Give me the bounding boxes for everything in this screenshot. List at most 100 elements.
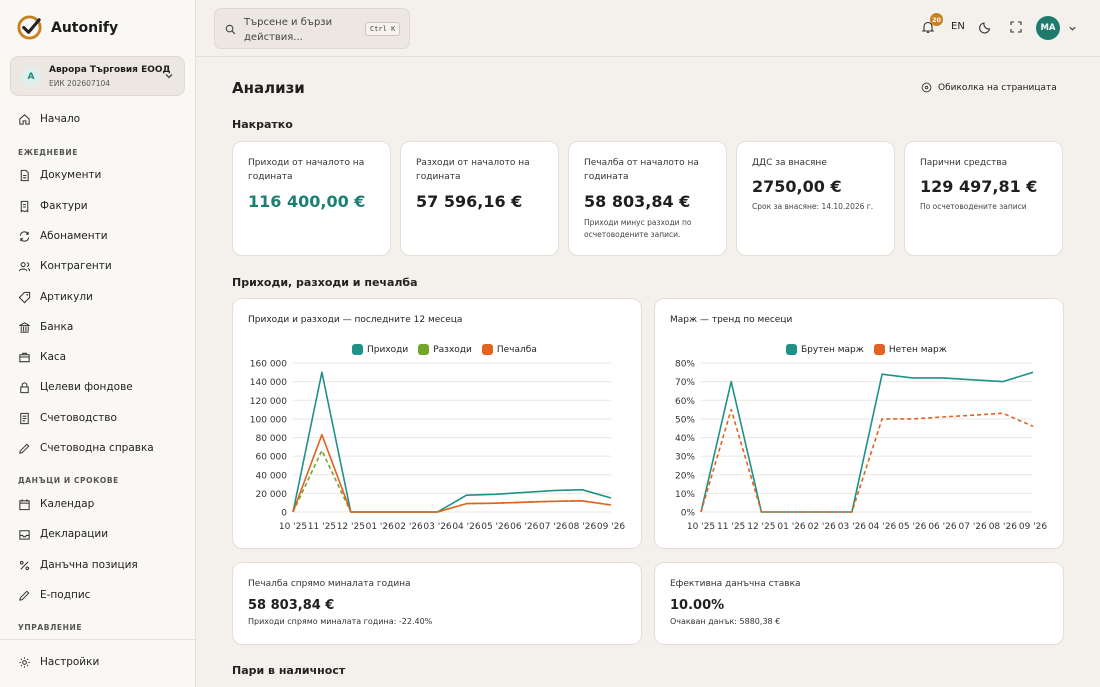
sidebar-item-label: Начало: [40, 113, 81, 125]
inbox-icon: [19, 529, 30, 540]
sidebar-item-label: Фактури: [40, 200, 88, 212]
x-tick-label: 10 '25: [687, 522, 715, 532]
chart-legend: Приходи Разходи Печалба: [352, 344, 537, 355]
y-tick-label: 0: [281, 509, 287, 519]
kpi-card-expenses: Разходи от началото на годината 57 596,1…: [400, 141, 559, 256]
language-toggle[interactable]: EN: [951, 21, 965, 32]
divider: [0, 639, 195, 640]
sidebar-item-funds[interactable]: Целеви фондове: [18, 378, 133, 396]
company-name: Аврора Търговия ЕООД: [49, 65, 171, 75]
card-value: 10.00%: [670, 598, 725, 613]
sidebar-item-label: Абонаменти: [40, 230, 108, 242]
sidebar-item-calendar[interactable]: Календар: [18, 495, 94, 513]
sidebar-item-label: Контрагенти: [40, 260, 112, 272]
sidebar-item-accounting-report[interactable]: Счетоводна справка: [18, 439, 154, 457]
sidebar-item-accounting[interactable]: Счетоводство: [18, 409, 117, 427]
repeat-icon: [19, 230, 30, 242]
users-icon: [18, 261, 31, 271]
x-tick-label: 02 '26: [395, 522, 424, 532]
chart-revenue-expenses: 160 000 140 000 120 000 100 000 80 000 60 000…: [250, 360, 626, 533]
sidebar-item-home[interactable]: Начало: [18, 110, 80, 128]
legend-item-revenue[interactable]: Приходи: [352, 344, 408, 355]
user-avatar[interactable]: МА: [1036, 16, 1060, 40]
moon-icon[interactable]: [979, 20, 993, 34]
x-tick-label: 03 '26: [838, 522, 867, 532]
lock-icon: [20, 381, 29, 393]
y-tick-label: 120 000: [250, 397, 287, 407]
legend-label: Брутен марж: [801, 344, 864, 355]
legend-item-net-margin[interactable]: Нетен марж: [873, 344, 947, 355]
kpi-note: Приходи минус разходи по осчетоводените …: [584, 218, 692, 239]
card-profit-yoy: Печалба спрямо миналата година 58 803,84…: [232, 562, 642, 645]
x-tick-label: 07 '26: [539, 522, 568, 532]
chart-title: Марж — тренд по месеци: [670, 315, 793, 325]
x-tick-label: 08 '26: [568, 522, 597, 532]
app-name: Autonify: [51, 19, 119, 36]
fullscreen-icon[interactable]: [1009, 20, 1023, 34]
invoice-icon: [20, 200, 29, 213]
sidebar-item-documents[interactable]: Документи: [18, 166, 101, 184]
y-tick-label: 40 000: [256, 471, 288, 481]
logo-check-icon: [17, 15, 42, 40]
chart-title: Приходи и разходи — последните 12 месеца: [248, 315, 463, 325]
sidebar-item-cash[interactable]: Каса: [18, 348, 66, 366]
page-tour-button[interactable]: Обиколка на страницата: [921, 82, 1057, 93]
x-tick-label: 02 '26: [808, 522, 837, 532]
sidebar-item-e-signature[interactable]: Е-подпис: [18, 586, 90, 604]
legend-item-gross-margin[interactable]: Брутен марж: [786, 344, 864, 355]
x-tick-label: 04 '26: [868, 522, 897, 532]
app-logo[interactable]: Autonify: [16, 14, 118, 41]
kpi-value: 57 596,16 €: [416, 192, 523, 211]
sidebar-item-articles[interactable]: Артикули: [18, 288, 93, 306]
topbar: Търсене и бързи действия... Ctrl K 20 EN…: [196, 0, 1100, 57]
sidebar-item-bank[interactable]: Банка: [18, 318, 73, 336]
chart-legend: Брутен марж Нетен марж: [786, 344, 947, 355]
home-icon: [19, 113, 30, 125]
y-tick-label: 70%: [675, 378, 695, 388]
company-switcher[interactable]: А Аврора Търговия ЕООД ЕИК 202607104: [10, 56, 185, 96]
pl-section-title: Приходи, разходи и печалба: [232, 276, 418, 289]
chevron-down-icon[interactable]: [1068, 24, 1077, 33]
kpi-value: 2750,00 €: [752, 177, 842, 196]
y-tick-label: 20 000: [256, 490, 288, 500]
x-tick-label: 01 '26: [777, 522, 806, 532]
kpi-note: По осчетоводените записи: [920, 202, 1027, 211]
search-icon: [225, 24, 236, 35]
chart-margin: 80% 70% 60% 50% 40% 30% 20% 10% 0% 10 '25 11 '25 12…: [675, 360, 1047, 533]
sidebar-item-label: Данъчна позиция: [40, 559, 138, 571]
series-line-0: [292, 371, 612, 513]
sidebar-item-settings[interactable]: Настройки: [18, 653, 99, 671]
company-avatar: А: [21, 67, 41, 87]
notification-badge: 20: [930, 13, 943, 26]
sidebar-item-tax-position[interactable]: Данъчна позиция: [18, 556, 138, 574]
bell-icon[interactable]: [921, 20, 935, 34]
series-line-1: [700, 408, 1034, 513]
sidebar-item-subscriptions[interactable]: Абонаменти: [18, 227, 108, 245]
gear-icon: [19, 656, 30, 668]
y-tick-label: 140 000: [250, 378, 287, 388]
pencil-icon: [19, 443, 30, 454]
sidebar-item-contractors[interactable]: Контрагенти: [18, 257, 112, 275]
legend-item-profit[interactable]: Печалба: [481, 344, 537, 355]
y-tick-label: 40%: [675, 434, 695, 444]
search-input[interactable]: Търсене и бързи действия... Ctrl K: [214, 8, 410, 49]
sidebar-item-invoices[interactable]: Фактури: [18, 197, 88, 215]
y-tick-label: 80 000: [256, 434, 288, 444]
x-tick-label: 11 '25: [308, 522, 336, 532]
sidebar-item-declarations[interactable]: Декларации: [18, 525, 108, 543]
kpi-card-revenue: Приходи от началото на годината 116 400,…: [232, 141, 391, 256]
sidebar-item-label: Е-подпис: [40, 589, 91, 601]
legend-item-expenses[interactable]: Разходи: [418, 344, 472, 355]
sidebar-item-label: Календар: [40, 498, 95, 510]
compass-icon: [921, 82, 932, 93]
y-tick-label: 100 000: [250, 415, 287, 425]
nav-section-manage: УПРАВЛЕНИЕ: [18, 623, 83, 632]
y-tick-label: 60%: [675, 397, 695, 407]
page-tour-label: Обиколка на страницата: [938, 82, 1057, 93]
kpi-label: ДДС за внасяне: [752, 158, 827, 168]
bank-icon: [19, 321, 30, 333]
document-icon: [20, 169, 29, 181]
sidebar-item-label: Каса: [40, 351, 67, 363]
kpi-card-vat: ДДС за внасяне 2750,00 € Срок за внасяне…: [736, 141, 895, 256]
sidebar: Autonify А Аврора Търговия ЕООД ЕИК 2026…: [0, 0, 196, 687]
